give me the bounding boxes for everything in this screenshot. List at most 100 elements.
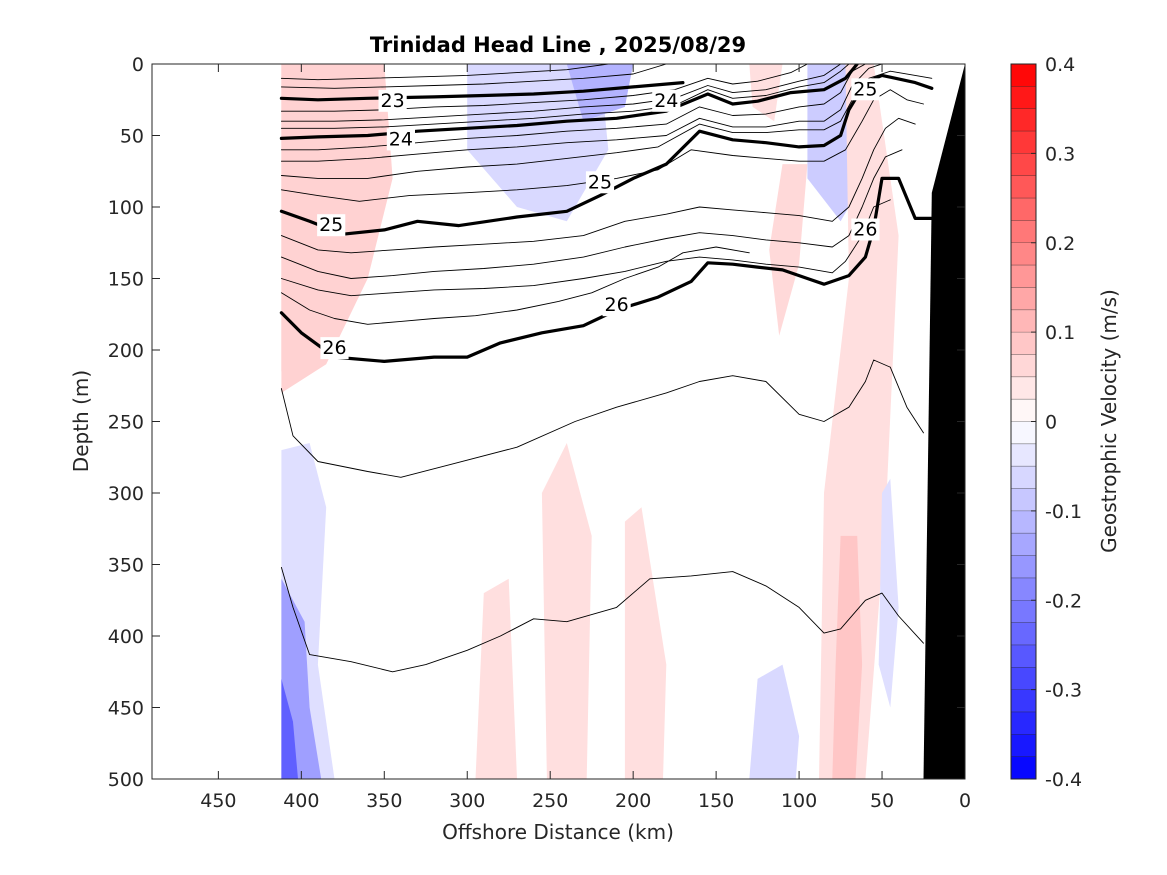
y-tick-label: 250 (108, 412, 144, 434)
colorbar-swatch (1011, 555, 1036, 579)
contour-line-0 (279, 80, 685, 102)
colorbar-swatch (1011, 488, 1036, 512)
y-tick-label: 300 (108, 483, 144, 505)
colorbar-swatch (1011, 689, 1036, 713)
y-tick-label: 150 (108, 269, 144, 291)
x-tick-label: 150 (698, 790, 734, 812)
contour-label-bg-3 (317, 214, 346, 237)
colorbar-swatch (1011, 533, 1036, 557)
contour-label-1: 24 (389, 128, 413, 150)
colorbar-tick-label: -0.3 (1045, 680, 1082, 702)
contour-line-20 (280, 117, 916, 254)
colorbar-swatch (1011, 86, 1036, 110)
contour-line-10 (280, 566, 924, 673)
y-tick-label: 200 (108, 340, 144, 362)
y-axis-title: Depth (m) (69, 370, 93, 472)
contour-label-bg-6 (320, 337, 349, 360)
contour-label-bg-7 (602, 294, 631, 317)
contour-label-4: 25 (588, 171, 612, 193)
bottom-topography (923, 64, 965, 779)
contour-line-21 (280, 149, 903, 279)
contour-label-3: 25 (319, 214, 343, 236)
contour-label-8: 26 (853, 219, 877, 241)
velocity-patch-7 (769, 164, 808, 336)
contour-label-bg-8 (851, 218, 880, 241)
velocity-patch-17 (878, 478, 899, 708)
contour-label-6: 26 (322, 337, 346, 359)
colorbar-swatch (1011, 711, 1036, 735)
velocity-patch-6 (749, 64, 783, 122)
colorbar-swatch (1011, 622, 1036, 646)
colorbar-swatch (1011, 108, 1036, 132)
colorbar-swatch (1011, 64, 1036, 87)
colorbar-tick-label: -0.4 (1045, 769, 1082, 791)
chart-title: Trinidad Head Line , 2025/08/29 (370, 33, 746, 57)
colorbar-swatch (1011, 309, 1036, 333)
colorbar-swatch (1011, 421, 1036, 445)
x-tick-label: 250 (532, 790, 568, 812)
x-tick-label: 350 (366, 790, 402, 812)
colorbar-swatch (1011, 667, 1036, 691)
colorbar-swatch (1011, 756, 1036, 780)
colorbar-tick-label: -0.2 (1045, 590, 1082, 612)
colorbar-swatch (1011, 287, 1036, 311)
colorbar-swatch (1011, 466, 1036, 490)
y-tick-label: 450 (108, 698, 144, 720)
colorbar-title: Geostrophic Velocity (m/s) (1097, 289, 1121, 553)
y-tick-label: 0 (132, 54, 144, 76)
colorbar-tick-label: -0.1 (1045, 501, 1082, 523)
x-tick-label: 400 (283, 790, 319, 812)
colorbar-swatch (1011, 220, 1036, 244)
colorbar-tick-label: 0.4 (1045, 54, 1075, 76)
x-tick-label: 200 (615, 790, 651, 812)
contour-line-19 (280, 89, 924, 202)
colorbar-swatch (1011, 198, 1036, 221)
contour-labels: 23 24 24 25 25 25 26 26 26 (317, 78, 880, 360)
y-tick-label: 50 (120, 126, 144, 148)
contour-label-bg-1 (386, 128, 415, 151)
contour-line-23 (280, 246, 750, 325)
colorbar-tick-label: 0.3 (1045, 143, 1075, 165)
velocity-patch-15 (624, 507, 667, 779)
colorbar-swatch (1011, 332, 1036, 355)
colorbar-swatch (1011, 577, 1036, 601)
colorbar-swatch (1011, 354, 1036, 378)
y-tick-label: 400 (108, 626, 144, 648)
x-axis-ticks: 450 400 350 300 250 200 150 100 50 0 (200, 64, 971, 812)
contour-line-11 (280, 64, 609, 81)
colorbar-swatch (1011, 265, 1036, 288)
contour-line-14 (280, 64, 842, 122)
colorbar-tick-label: 0 (1045, 412, 1057, 434)
colorbar-swatch (1011, 443, 1036, 467)
colorbar-ticks: 0.4 0.3 0.2 0.1 0 -0.1 -0.2 -0.3 -0.4 (1031, 54, 1082, 791)
topography-shape (923, 64, 965, 779)
contour-line-12 (280, 64, 667, 89)
colorbar-swatch (1011, 510, 1036, 534)
contour-line-22 (280, 199, 891, 297)
colorbar-swatch (1011, 131, 1036, 154)
x-tick-label: 300 (449, 790, 485, 812)
colorbar-swatch (1011, 600, 1036, 624)
velocity-patch-9 (832, 535, 863, 779)
velocity-patch-2 (467, 64, 609, 222)
contour-label-5: 25 (853, 78, 877, 100)
contour-line-17 (280, 64, 883, 162)
velocity-patch-12 (281, 678, 298, 779)
contour-label-bg-5 (851, 78, 880, 101)
y-axis-ticks: 0 50 100 150 200 250 300 350 400 450 500 (108, 54, 965, 791)
colorbar-swatch (1011, 175, 1036, 199)
contour-label-0: 23 (381, 90, 405, 112)
contour-label-bg-0 (378, 89, 407, 112)
y-tick-label: 350 (108, 555, 144, 577)
colorbar-swatch (1011, 399, 1036, 422)
velocity-patch-16 (749, 664, 800, 779)
x-axis-title: Offshore Distance (km) (442, 820, 674, 844)
colorbar-swatch (1011, 153, 1036, 177)
x-tick-label: 450 (200, 790, 236, 812)
contour-label-bg-2 (652, 89, 681, 112)
y-tick-label: 500 (108, 769, 144, 791)
velocity-patch-13 (475, 578, 517, 779)
x-tick-label: 0 (959, 790, 971, 812)
colorbar-swatch (1011, 242, 1036, 266)
x-tick-label: 50 (870, 790, 894, 812)
